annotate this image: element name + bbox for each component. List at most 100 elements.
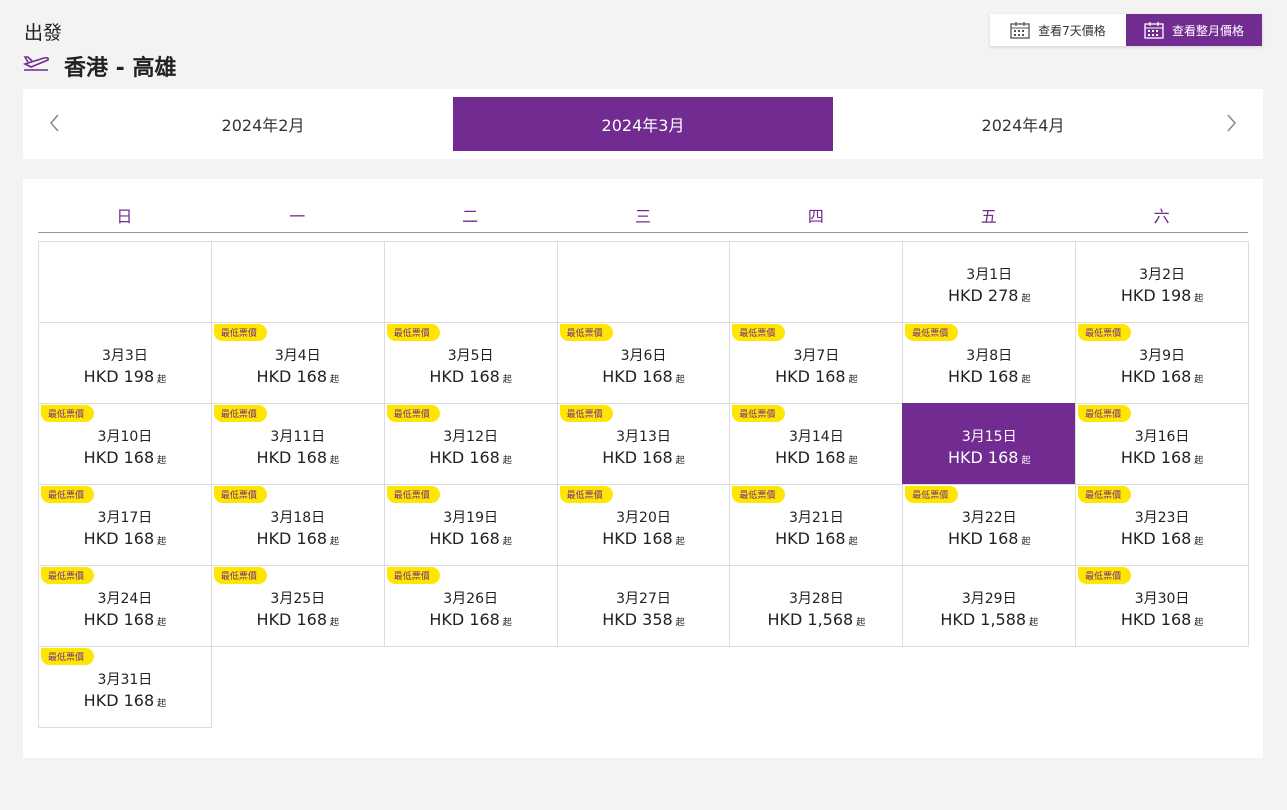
price-suffix: 起 xyxy=(502,374,512,385)
price-suffix: 起 xyxy=(675,617,685,628)
day-cell[interactable]: 最低票價 3月23日 HKD 168 起 xyxy=(1075,484,1249,566)
day-cell[interactable]: 3月3日 HKD 198 起 xyxy=(38,322,212,404)
view-button-label: 查看7天價格 xyxy=(1038,23,1106,38)
day-price: HKD 1,568 xyxy=(767,609,854,629)
day-price: HKD 278 xyxy=(947,285,1019,305)
price-suffix: 起 xyxy=(157,536,167,547)
month-tab[interactable]: 2024年4月 xyxy=(833,97,1213,151)
day-cell[interactable]: 最低票價 3月5日 HKD 168 起 xyxy=(383,322,558,404)
weekday: 二 xyxy=(462,207,479,226)
day-cell[interactable]: 3月2日 HKD 198 起 xyxy=(1075,241,1249,323)
price-suffix: 起 xyxy=(330,536,340,547)
day-date: 3月24日 xyxy=(97,590,153,607)
view-toggle: 查看7天價格 查看整月價格 xyxy=(990,14,1262,46)
day-cell[interactable]: 最低票價 3月22日 HKD 168 起 xyxy=(902,484,1077,566)
price-suffix: 起 xyxy=(502,455,512,466)
day-date: 3月12日 xyxy=(443,428,498,445)
lowest-badge: 最低票價 xyxy=(213,567,267,584)
day-cell[interactable]: 最低票價 3月25日 HKD 168 起 xyxy=(210,565,385,647)
price-suffix: 起 xyxy=(330,455,340,466)
day-cell[interactable]: 最低票價 3月20日 HKD 168 起 xyxy=(556,484,731,566)
month-label: 2024年2月 xyxy=(221,116,305,135)
price-suffix: 起 xyxy=(330,374,340,385)
day-date: 3月10日 xyxy=(97,428,153,445)
day-price-row: HKD 1,568 起 xyxy=(767,610,865,629)
day-cell[interactable]: 最低票價 3月10日 HKD 168 起 xyxy=(38,403,212,485)
month-tab[interactable]: 2024年3月 xyxy=(453,97,833,151)
day-cell[interactable]: 最低票價 3月21日 HKD 168 起 xyxy=(729,484,904,566)
lowest-badge: 最低票價 xyxy=(559,324,613,341)
price-suffix: 起 xyxy=(848,455,858,466)
empty-cell xyxy=(729,241,904,323)
day-price: HKD 168 xyxy=(1120,447,1192,467)
day-price: HKD 168 xyxy=(83,447,155,467)
day-price: HKD 168 xyxy=(1120,366,1192,386)
price-suffix: 起 xyxy=(157,374,167,385)
price-suffix: 起 xyxy=(1194,536,1204,547)
lowest-badge: 最低票價 xyxy=(1078,567,1132,584)
calendar-icon xyxy=(1010,22,1030,39)
day-cell[interactable]: 3月27日 HKD 358 起 xyxy=(556,565,731,647)
lowest-badge: 最低票價 xyxy=(213,405,267,422)
day-date: 3月4日 xyxy=(274,347,321,364)
day-cell[interactable]: 最低票價 3月17日 HKD 168 起 xyxy=(38,484,212,566)
day-date: 3月25日 xyxy=(270,590,326,607)
day-price-row: HKD 358 起 xyxy=(602,610,684,629)
day-date: 3月30日 xyxy=(1134,590,1190,607)
day-price: HKD 168 xyxy=(1120,528,1192,548)
day-cell[interactable]: 3月15日 HKD 168 起 xyxy=(902,403,1077,485)
day-cell[interactable]: 3月1日 HKD 278 起 xyxy=(902,241,1077,323)
day-cell[interactable]: 最低票價 3月18日 HKD 168 起 xyxy=(210,484,385,566)
weekday: 六 xyxy=(1153,207,1170,226)
day-date: 3月27日 xyxy=(616,590,671,607)
day-date: 3月17日 xyxy=(97,509,153,526)
day-date: 3月19日 xyxy=(443,509,498,526)
day-date: 3月8日 xyxy=(966,347,1013,364)
day-cell[interactable]: 最低票價 3月16日 HKD 168 起 xyxy=(1075,403,1249,485)
weekday: 一 xyxy=(289,207,306,226)
day-price-row: HKD 168 起 xyxy=(1121,448,1203,467)
day-price: HKD 198 xyxy=(83,366,155,386)
day-cell[interactable]: 最低票價 3月6日 HKD 168 起 xyxy=(556,322,731,404)
day-price-row: HKD 168 起 xyxy=(1121,529,1203,548)
day-cell[interactable]: 最低票價 3月7日 HKD 168 起 xyxy=(729,322,904,404)
view-button[interactable]: 查看7天價格 xyxy=(990,14,1126,46)
day-cell[interactable]: 最低票價 3月30日 HKD 168 起 xyxy=(1075,565,1249,647)
day-date: 3月16日 xyxy=(1134,428,1190,445)
day-price: HKD 168 xyxy=(429,609,500,629)
day-price-row: HKD 168 起 xyxy=(602,529,684,548)
day-cell[interactable]: 最低票價 3月8日 HKD 168 起 xyxy=(902,322,1077,404)
day-cell[interactable]: 最低票價 3月12日 HKD 168 起 xyxy=(383,403,558,485)
price-suffix: 起 xyxy=(1194,455,1204,466)
day-price: HKD 168 xyxy=(429,366,500,386)
day-cell[interactable]: 3月29日 HKD 1,588 起 xyxy=(902,565,1077,647)
day-price-row: HKD 168 起 xyxy=(429,367,511,386)
month-tab[interactable]: 2024年2月 xyxy=(73,97,453,151)
day-cell[interactable]: 最低票價 3月11日 HKD 168 起 xyxy=(210,403,385,485)
day-date: 3月18日 xyxy=(270,509,326,526)
day-price-row: HKD 168 起 xyxy=(948,367,1030,386)
day-cell[interactable]: 最低票價 3月4日 HKD 168 起 xyxy=(210,322,385,404)
day-cell[interactable]: 最低票價 3月24日 HKD 168 起 xyxy=(38,565,212,647)
price-suffix: 起 xyxy=(1021,536,1031,547)
lowest-badge: 最低票價 xyxy=(41,648,95,665)
day-cell[interactable]: 最低票價 3月14日 HKD 168 起 xyxy=(729,403,904,485)
next-arrow[interactable] xyxy=(1225,113,1237,133)
price-suffix: 起 xyxy=(1021,455,1031,466)
price-suffix: 起 xyxy=(848,536,858,547)
day-cell[interactable]: 3月28日 HKD 1,568 起 xyxy=(729,565,904,647)
view-button[interactable]: 查看整月價格 xyxy=(1126,14,1262,46)
day-cell[interactable]: 最低票價 3月31日 HKD 168 起 xyxy=(38,646,212,728)
empty-cell xyxy=(383,241,558,323)
lowest-badge: 最低票價 xyxy=(905,324,959,341)
plane-icon xyxy=(22,56,49,71)
month-bar: 2024年2月 2024年3月 2024年4月 xyxy=(23,89,1263,159)
lowest-badge: 最低票價 xyxy=(1078,486,1132,503)
day-cell[interactable]: 最低票價 3月19日 HKD 168 起 xyxy=(383,484,558,566)
day-date: 3月3日 xyxy=(102,347,148,364)
prev-arrow[interactable] xyxy=(49,113,61,133)
day-cell[interactable]: 最低票價 3月26日 HKD 168 起 xyxy=(383,565,558,647)
day-price-row: HKD 168 起 xyxy=(84,529,166,548)
day-cell[interactable]: 最低票價 3月13日 HKD 168 起 xyxy=(556,403,731,485)
day-cell[interactable]: 最低票價 3月9日 HKD 168 起 xyxy=(1075,322,1249,404)
